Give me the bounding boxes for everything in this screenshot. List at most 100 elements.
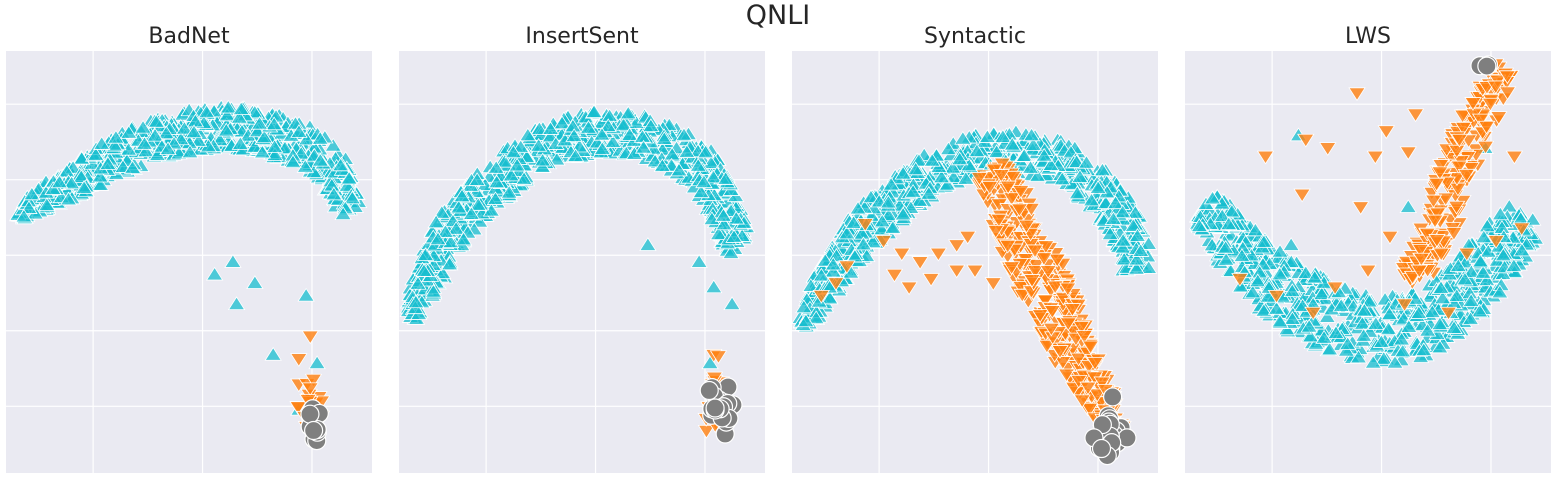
poison-point — [1412, 252, 1431, 267]
clean-point — [135, 135, 154, 150]
clean-point — [1491, 206, 1510, 221]
clean-outlier-point — [227, 296, 246, 311]
clean-point — [807, 310, 825, 325]
clean-point — [725, 229, 743, 243]
clean-point — [1126, 204, 1145, 219]
scatter-marks — [399, 104, 756, 444]
clean-point — [265, 116, 283, 131]
poison-point — [1035, 252, 1053, 267]
clean-point — [812, 267, 831, 282]
clean-point — [1301, 328, 1320, 343]
clean-point — [923, 152, 941, 167]
clean-point — [620, 127, 639, 141]
poison-point — [1038, 339, 1056, 354]
poison-outlier-point — [1399, 146, 1417, 161]
clean-point — [642, 118, 660, 132]
clean-point — [1306, 269, 1324, 284]
clean-point — [253, 144, 272, 159]
poison-point — [1012, 185, 1030, 199]
poison-point — [304, 373, 323, 388]
poison-outlier-point — [827, 277, 845, 292]
clean-point — [910, 192, 929, 207]
clean-outlier-point — [1282, 237, 1300, 251]
clean-point — [1139, 260, 1158, 274]
clean-point — [245, 138, 264, 153]
clean-point — [821, 290, 839, 305]
poison-point — [1436, 192, 1455, 207]
clean-point — [655, 131, 674, 145]
poison-point — [990, 213, 1008, 228]
panel-3: Syntactic — [792, 24, 1158, 473]
clean-point — [1494, 247, 1513, 262]
clean-point — [802, 278, 820, 292]
poison-outlier-point — [1410, 264, 1428, 279]
clean-point — [1132, 243, 1150, 257]
poison-outlier-point — [1326, 281, 1344, 296]
clean-point — [265, 139, 284, 153]
clean-point — [1220, 216, 1238, 231]
clean-point — [1114, 204, 1132, 219]
clean-point — [512, 139, 530, 153]
poison-outlier-point — [1377, 125, 1396, 140]
clean-point — [325, 186, 343, 201]
clean-point — [1320, 341, 1339, 356]
clean-point — [944, 159, 962, 174]
poison-point — [1059, 282, 1077, 297]
clean-point — [1462, 264, 1481, 278]
clean-point — [433, 204, 451, 219]
clean-point — [1042, 157, 1060, 171]
clean-point — [854, 236, 873, 251]
clean-point — [541, 121, 560, 135]
poison-point — [1042, 322, 1061, 337]
clean-point — [217, 122, 236, 137]
clean-point — [1367, 316, 1385, 330]
clean-point — [230, 109, 249, 124]
clean-point — [334, 206, 352, 220]
clean-point — [1449, 258, 1468, 272]
poison-point — [1073, 394, 1091, 409]
clean-point — [1223, 203, 1241, 218]
poison-point — [1004, 170, 1022, 185]
clean-point — [1505, 258, 1523, 272]
trigger-point — [304, 420, 324, 441]
poison-outlier-point — [966, 264, 984, 279]
clean-point — [311, 152, 330, 167]
clean-outlier-point — [205, 266, 224, 281]
clean-point — [181, 144, 199, 159]
trigger-point — [1091, 438, 1112, 459]
clean-point — [1003, 136, 1021, 151]
poison-outlier-point — [812, 289, 831, 304]
clean-point — [566, 148, 585, 162]
clean-point — [415, 263, 433, 277]
poison-point — [709, 350, 728, 365]
clean-point — [1456, 271, 1474, 286]
poison-point — [1059, 317, 1077, 332]
poison-point — [1023, 274, 1041, 288]
poison-outlier-point — [838, 260, 856, 275]
clean-point — [529, 137, 548, 152]
clean-point — [1372, 334, 1391, 348]
poison-outlier-point — [1231, 273, 1249, 287]
clean-point — [1089, 180, 1107, 194]
clean-point — [846, 248, 864, 263]
clean-point — [290, 124, 308, 138]
clean-outlier-point — [1523, 211, 1542, 226]
clean-point — [502, 167, 520, 182]
clean-point — [340, 170, 358, 185]
poison-point — [1046, 280, 1064, 295]
poison-outlier-point — [911, 256, 929, 270]
clean-point — [884, 219, 902, 234]
clean-point — [634, 139, 653, 154]
clean-point — [1478, 272, 1496, 287]
poison-outlier-point — [1395, 298, 1414, 313]
poison-point — [1464, 97, 1482, 111]
clean-point — [1139, 236, 1158, 250]
clean-point — [495, 153, 514, 168]
clean-point — [894, 165, 912, 180]
clean-point — [1393, 343, 1412, 358]
poison-outlier-point — [893, 247, 911, 262]
clean-point — [670, 162, 688, 177]
figure-suptitle: QNLI — [745, 0, 811, 31]
clean-point — [1418, 322, 1437, 337]
